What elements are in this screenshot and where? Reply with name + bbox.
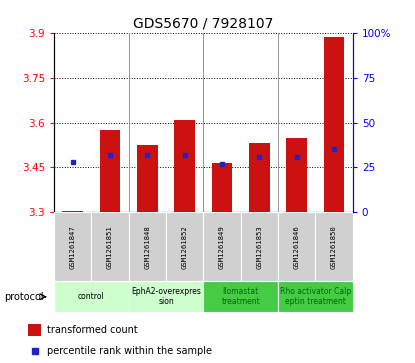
Bar [100,130,120,212]
Text: transformed count: transformed count [47,325,138,335]
Bar [315,212,353,281]
Bar [54,281,129,312]
Text: Rho activator Calp
eptin treatment: Rho activator Calp eptin treatment [280,287,351,306]
Bar [91,212,129,281]
Title: GDS5670 / 7928107: GDS5670 / 7928107 [133,16,273,30]
Text: GSM1261848: GSM1261848 [144,225,150,269]
Bar [129,212,166,281]
Bar [166,212,203,281]
Bar [174,121,195,212]
Bar [212,163,232,212]
Bar [203,212,241,281]
Bar [203,281,278,312]
Text: GSM1261849: GSM1261849 [219,225,225,269]
Text: GSM1261852: GSM1261852 [182,225,188,269]
Bar [62,211,83,212]
Bar [278,212,315,281]
Text: percentile rank within the sample: percentile rank within the sample [47,346,212,356]
Text: Ilomastat
treatment: Ilomastat treatment [221,287,260,306]
Text: protocol: protocol [4,292,44,302]
Text: GSM1261846: GSM1261846 [294,225,300,269]
Bar [137,145,158,212]
Bar [324,37,344,212]
Text: control: control [78,292,105,301]
Text: GSM1261853: GSM1261853 [256,225,262,269]
Bar [286,138,307,212]
Text: GSM1261851: GSM1261851 [107,225,113,269]
Bar [278,281,353,312]
Bar [249,143,270,212]
Bar [28,324,42,336]
Bar [241,212,278,281]
Bar [54,212,91,281]
Text: GSM1261850: GSM1261850 [331,225,337,269]
Text: GSM1261847: GSM1261847 [70,225,76,269]
Text: EphA2-overexpres
sion: EphA2-overexpres sion [131,287,201,306]
Bar [129,281,203,312]
